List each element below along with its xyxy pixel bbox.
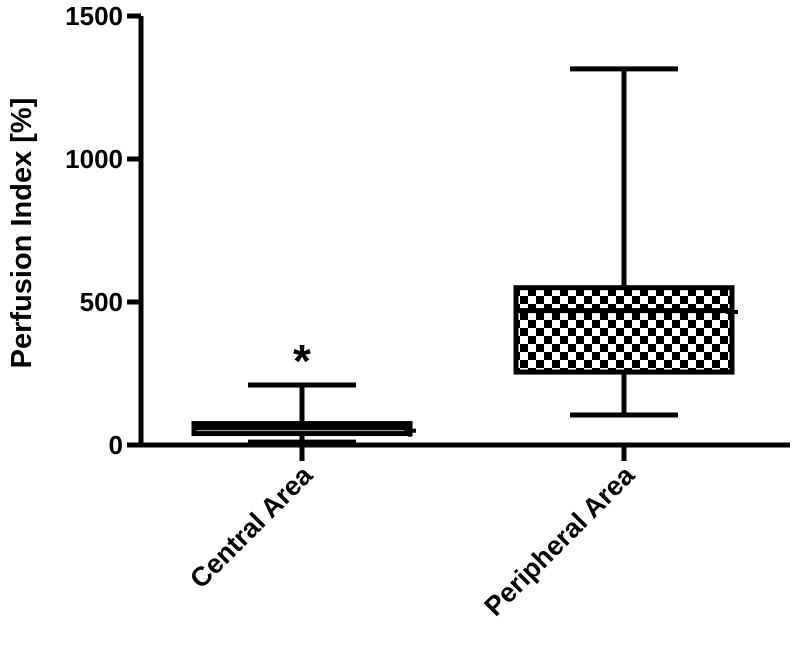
x-category-label: Central Area (184, 459, 319, 594)
box-group (513, 66, 738, 461)
y-tick-label: 500 (80, 287, 123, 317)
iqr-box (513, 285, 735, 375)
x-category-label: Peripheral Area (479, 459, 641, 621)
box-group (191, 382, 416, 461)
significance-annotation: * (293, 335, 311, 387)
y-axis-title: Perfusion Index [%] (6, 98, 38, 369)
y-tick-label: 0 (109, 430, 123, 460)
y-tick-label: 1000 (65, 144, 123, 174)
y-tick-label: 1500 (65, 1, 123, 31)
